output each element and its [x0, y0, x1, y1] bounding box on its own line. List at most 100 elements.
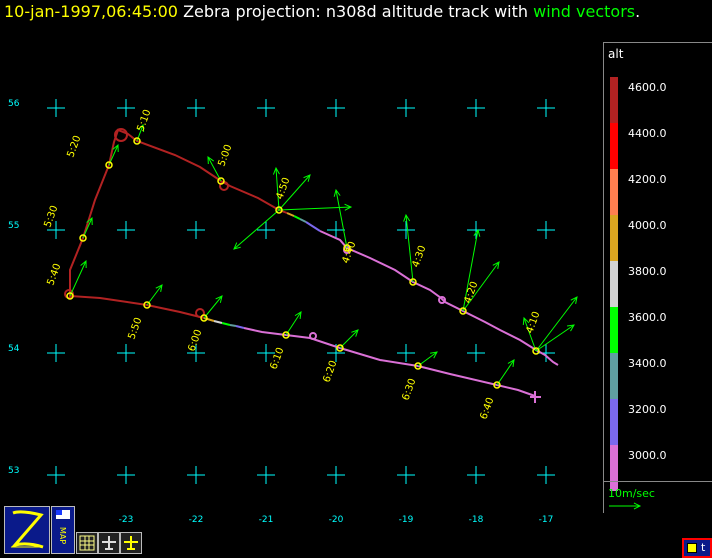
corner-button-icon	[687, 543, 697, 553]
wind-vector-head	[492, 261, 500, 269]
flight-track	[64, 128, 559, 403]
time-label: 6:10	[268, 346, 286, 371]
time-label: 5:50	[126, 316, 144, 341]
track-segment	[293, 215, 301, 220]
track-segment	[229, 324, 237, 327]
legend-title: alt	[608, 47, 624, 61]
longitude-label: -22	[189, 515, 204, 525]
time-label: 6:00	[186, 328, 204, 353]
map-flag-icon	[56, 510, 70, 519]
longitude-label: -20	[329, 515, 344, 525]
track-segment	[235, 325, 245, 329]
legend-value-label: 4600.0	[628, 81, 667, 94]
legend-color-swatch	[610, 215, 618, 261]
wind-vector-head	[207, 155, 214, 165]
map-button[interactable]: MAP	[51, 506, 75, 554]
wind-vector-head	[272, 166, 280, 175]
wind-vector-head	[473, 228, 481, 237]
track-segment	[69, 128, 288, 319]
legend-color-swatch	[610, 123, 618, 169]
aircraft-yellow-icon	[124, 536, 138, 550]
time-label: 6:30	[400, 377, 418, 402]
wind-vector	[462, 229, 479, 312]
zebra-logo-button[interactable]	[4, 506, 50, 554]
legend-color-swatch	[610, 353, 618, 399]
wind-scale-label: 10m/sec	[608, 487, 655, 500]
wind-vector-head	[567, 324, 575, 332]
longitude-labels: -23 -22 -21 -20 -19 -18 -17	[119, 515, 554, 525]
legend-value-label: 4400.0	[628, 127, 667, 140]
wind-vector	[203, 295, 223, 319]
wind-vector	[462, 261, 500, 312]
wind-vector	[535, 296, 578, 352]
map-plot[interactable]: 56 55 54 53 -23 -22 -21 -20 -19 -18 -17 4:10 4:20 4…	[0, 0, 600, 558]
longitude-label: -18	[469, 515, 484, 525]
legend-value-label: 3200.0	[628, 403, 667, 416]
wind-vector	[233, 209, 280, 250]
wind-vector-head	[344, 203, 353, 211]
time-marker	[66, 292, 74, 300]
wind-vectors	[69, 123, 578, 386]
aircraft-active-button[interactable]	[120, 532, 142, 554]
wind-vector	[417, 351, 438, 367]
legend-color-swatch	[610, 77, 618, 123]
wind-vector	[496, 359, 515, 386]
time-marker	[275, 206, 283, 214]
time-marker	[459, 307, 467, 315]
track-segment	[299, 218, 307, 223]
wind-vector-head	[294, 311, 302, 320]
time-marker	[532, 347, 540, 355]
legend-value-label: 3600.0	[628, 311, 667, 324]
time-label: 4:20	[462, 280, 480, 305]
latitude-labels: 56 55 54 53	[8, 99, 20, 476]
aircraft-button[interactable]	[98, 532, 120, 554]
legend-value-label: 4000.0	[628, 219, 667, 232]
time-marker	[217, 177, 225, 185]
legend-color-swatch	[610, 399, 618, 445]
latitude-label: 55	[8, 221, 19, 231]
grid-icon	[79, 535, 95, 551]
legend-value-label: 4200.0	[628, 173, 667, 186]
grid-crosses	[47, 99, 555, 484]
title-period: .	[635, 2, 641, 21]
time-marker	[79, 234, 87, 242]
time-label: 4:10	[524, 310, 542, 335]
longitude-label: -23	[119, 515, 134, 525]
corner-button-label: t	[701, 541, 706, 554]
window-title: 10-jan-1997,06:45:00 Zebra projection: n…	[4, 2, 640, 21]
corner-button[interactable]: t	[682, 538, 712, 558]
wind-vector-head	[215, 295, 223, 303]
track-segment	[203, 317, 215, 322]
time-marker	[493, 381, 501, 389]
aircraft-icon	[102, 536, 116, 550]
wind-vector	[285, 311, 302, 336]
track-turn-loop	[195, 308, 205, 318]
latitude-label: 56	[8, 99, 20, 109]
longitude-label: -21	[259, 515, 274, 525]
wind-vector	[523, 317, 537, 352]
legend-separator	[604, 481, 712, 482]
track-segment	[305, 221, 321, 232]
wind-vector	[339, 329, 359, 349]
wind-vector	[535, 324, 575, 352]
time-label: 6:20	[321, 359, 339, 384]
legend-color-swatch	[610, 445, 618, 491]
track-turn-loop	[114, 128, 128, 142]
time-label: 5:10	[135, 108, 153, 133]
track-segment	[243, 327, 536, 397]
legend-value-label: 3000.0	[628, 449, 667, 462]
time-label: 5:30	[42, 204, 60, 229]
wind-vector	[278, 174, 311, 211]
latitude-label: 53	[8, 466, 19, 476]
wind-vector	[278, 206, 352, 211]
grid-button[interactable]	[76, 532, 98, 554]
wind-vector-head	[137, 123, 145, 133]
map-button-label: MAP	[58, 527, 67, 545]
wind-vector-head	[86, 216, 93, 226]
wind-vector-head	[430, 351, 438, 359]
wind-vector-head	[522, 316, 530, 326]
latitude-label: 54	[8, 344, 20, 354]
longitude-label: -17	[539, 515, 554, 525]
time-marker	[282, 331, 290, 339]
title-wind-text: wind vectors	[533, 2, 636, 21]
